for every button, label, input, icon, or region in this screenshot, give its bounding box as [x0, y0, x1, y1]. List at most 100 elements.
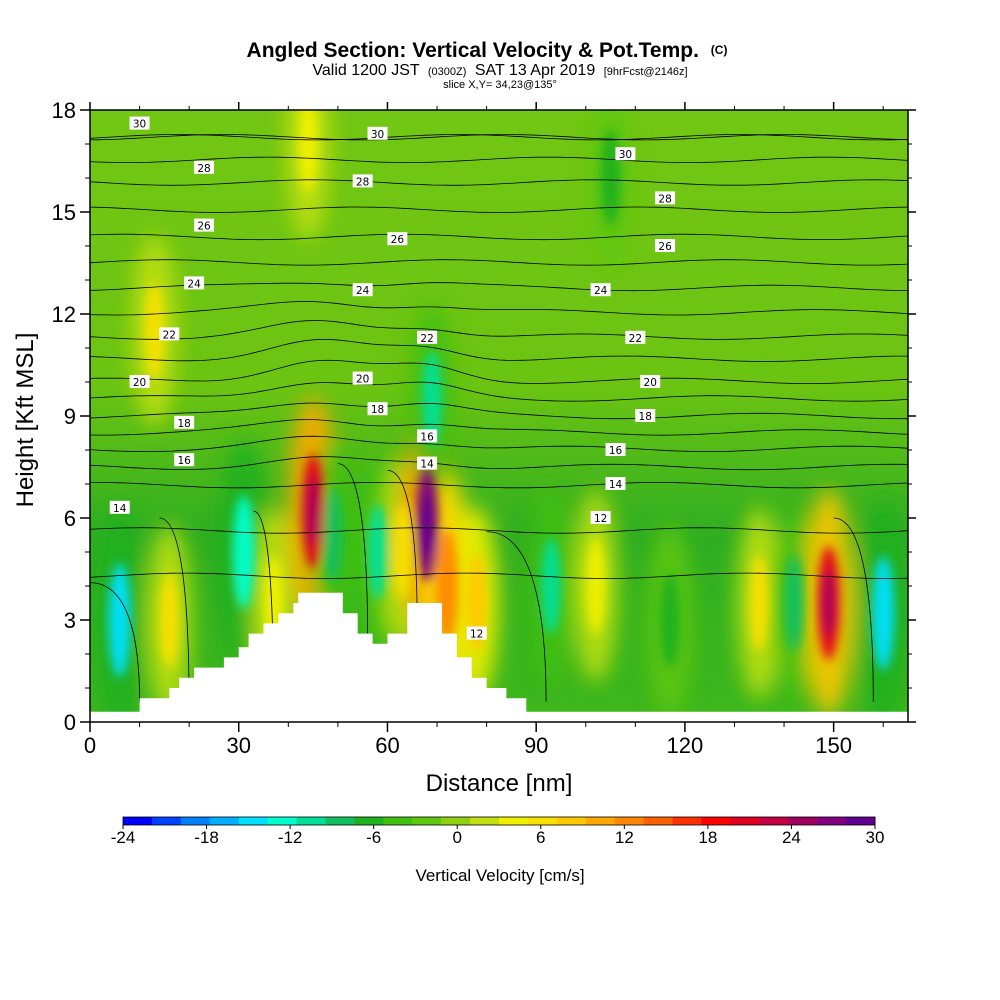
contour-label-text: 26 [658, 241, 672, 253]
theta-contour-line [486, 531, 547, 702]
contour-label: 14 [605, 477, 626, 491]
contour-label-box [352, 283, 373, 297]
x-tick-label: 60 [375, 733, 399, 758]
contour-label-text: 16 [420, 431, 434, 443]
contour-label-text: 26 [391, 234, 405, 246]
theta-contour-line [90, 482, 908, 489]
colorbar [122, 816, 876, 826]
contour-label-text: 18 [371, 404, 384, 416]
velocity-core [422, 351, 442, 447]
contour-label-text: 12 [470, 629, 483, 641]
contour-label: 28 [194, 160, 215, 175]
contour-label: 30 [367, 126, 388, 141]
terrain [90, 592, 908, 722]
contour-label: 16 [417, 429, 438, 443]
y-tick-label: 12 [52, 302, 76, 327]
theta-contour-line [90, 419, 908, 436]
colorbar-ticks: -24 -18 -12 -6 0 6 12 18 24 30 [111, 825, 885, 847]
x-tick-label: 120 [667, 733, 704, 758]
contour-label-text: 28 [356, 176, 369, 188]
theta-contour-line [337, 463, 369, 641]
contour-label-box [352, 371, 373, 385]
colorbar-swatch [585, 817, 616, 825]
contour-label-box [655, 239, 676, 252]
contour-label-text: 28 [197, 163, 210, 175]
velocity-core [784, 555, 804, 651]
y-tick-label: 15 [52, 200, 76, 225]
colorbar-swatch [730, 817, 760, 825]
velocity-core [541, 538, 561, 634]
x-tick-label: 0 [84, 733, 96, 758]
contour-label: 28 [352, 174, 373, 188]
contour-label: 20 [640, 375, 661, 389]
contour-label-box [635, 409, 656, 422]
contour-label-text: 16 [178, 455, 192, 467]
theta-contour-line [90, 259, 908, 266]
colorbar-swatch [846, 817, 876, 825]
contour-label: 24 [352, 283, 373, 297]
colorbar-label: Vertical Velocity [cm/s] [415, 866, 584, 885]
theta-contour-line [833, 517, 874, 702]
theta-contour-line [159, 517, 190, 709]
contour-label: 16 [174, 453, 195, 467]
contour-label: 22 [417, 330, 438, 345]
y-tick-label: 18 [52, 98, 76, 123]
theta-contour-line [90, 456, 908, 471]
contour-label-box [417, 330, 438, 344]
contour-label-box [194, 218, 215, 232]
theta-contour-line [90, 381, 908, 402]
colorbar-swatch [614, 817, 645, 825]
y-axis-label: Height [Kft MSL] [12, 333, 39, 508]
theta-contour-line [90, 338, 908, 362]
contour-label-text: 14 [113, 503, 127, 515]
colorbar-swatch [151, 817, 182, 825]
colorbar-swatch [556, 817, 587, 825]
contour-label-text: 12 [594, 513, 607, 525]
contour-label-text: 14 [420, 459, 434, 471]
contour-label: 20 [352, 371, 373, 386]
theta-contour-line [90, 301, 908, 316]
colorbar-swatch [354, 817, 384, 825]
colorbar-swatch [643, 817, 674, 825]
plot-area: 30 30 30 28 28 28 26 26 26 24 24 24 22 22 22 20 20 20 18 18… [90, 110, 908, 722]
contour-label-box [387, 232, 408, 246]
colorbar-swatch [701, 817, 731, 825]
valid-date: SAT 13 Apr 2019 [475, 62, 595, 79]
contour-label-text: 22 [629, 333, 642, 345]
colorbar-tick-label: -24 [111, 828, 136, 847]
contour-label-box [352, 174, 373, 188]
contour-label: 12 [466, 626, 487, 641]
contour-label: 24 [184, 276, 205, 290]
contour-label: 14 [109, 500, 130, 515]
colorbar-tick-label: -12 [278, 828, 303, 847]
contour-label: 18 [174, 415, 195, 430]
contour-label: 30 [129, 116, 150, 131]
colorbar-swatch [238, 817, 269, 825]
contour-label-text: 18 [639, 411, 652, 423]
contour-label-box [194, 160, 215, 174]
velocity-core [144, 283, 165, 379]
theta-contour-line [90, 134, 908, 141]
velocity-core [108, 563, 131, 677]
contour-label-text: 24 [594, 285, 608, 297]
contour-label-box [605, 477, 626, 490]
velocity-core-peak [823, 569, 835, 637]
contour-label-text: 16 [609, 445, 623, 457]
theta-contour-line [90, 156, 908, 163]
contour-label-text: 22 [420, 333, 433, 345]
x-tick-label: 90 [524, 733, 548, 758]
forecast-info: [9hrFcst@2146z] [604, 66, 688, 78]
theta-contour-line [90, 572, 908, 579]
colorbar-swatch [672, 817, 702, 825]
contour-label: 22 [625, 330, 646, 345]
colorbar-swatch [817, 817, 847, 825]
velocity-core [660, 572, 680, 668]
velocity-core [367, 504, 388, 600]
contour-label-box [417, 456, 438, 470]
contour-label: 26 [387, 232, 408, 246]
colorbar-tick-label: 30 [866, 828, 885, 847]
colorbar-swatch [325, 817, 355, 825]
chart-title: Angled Section: Vertical Velocity & Pot.… [247, 39, 728, 62]
contour-label: 22 [159, 327, 180, 341]
